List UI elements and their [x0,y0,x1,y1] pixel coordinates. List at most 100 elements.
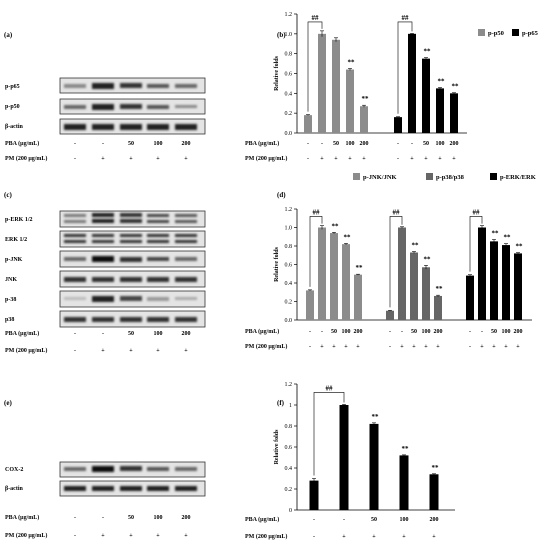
pm-value: + [504,344,508,350]
bar [429,474,439,510]
pba-label: PBA (μg/mL) [245,328,279,335]
pm-value: + [410,156,414,162]
pm-value: + [156,533,160,539]
pba-value: 100 [346,141,355,147]
blot-panel-a: p-p65 p-p50 β-actin PBA (μg/mL) [5,77,206,162]
y-tick-label: 1.2 [285,12,293,18]
bracket-label: ## [313,208,321,216]
y-tick-label: 0.6 [285,445,293,451]
blot-strip [59,230,206,248]
blot-label-p38: p38 [5,317,14,323]
bar [360,106,368,133]
pba-value: 50 [411,329,417,335]
y-tick-label: 1.0 [285,226,293,232]
y-tick-label: 0.0 [285,318,293,324]
blot-bands [64,124,197,130]
pba-value: - [397,141,399,147]
legend-swatch [478,29,485,36]
pm-value: + [362,156,366,162]
blot-bands [64,296,197,302]
pba-value: 200 [182,141,191,147]
pba-value: - [74,141,76,147]
bar [386,310,394,320]
blot-bands [64,234,197,243]
pm-label: PM (200 μg/mL) [245,343,287,350]
pm-value: + [452,156,456,162]
bar-chart-f: 0 0.2 0.4 0.6 0.8 1 1.2 Relative folds ** ** ** ## -… [245,382,455,540]
bar [478,227,486,320]
pm-value: + [412,344,416,350]
bar [408,33,416,134]
pm-value: + [432,534,436,540]
significance-label: ** [452,83,460,91]
pm-value: - [313,534,315,540]
pm-value: + [344,344,348,350]
pm-label: PM (200 μg/mL) [5,532,47,539]
bar [502,245,510,320]
y-tick-label: 1.2 [285,207,293,213]
significance-bracket [309,216,323,287]
bracket-label: ## [473,208,481,216]
pm-value: + [342,534,346,540]
legend-swatch [426,173,433,180]
panel-label-d: (d) [277,191,286,199]
significance-label: ** [424,48,432,56]
bar [514,253,522,320]
pm-value: - [74,348,76,354]
pba-label: PBA (μg/mL) [245,516,279,523]
blot-label-p-erk: p-ERK 1/2 [5,217,33,223]
pm-value: + [424,156,428,162]
blot-bands [64,256,197,262]
significance-label: ** [438,78,446,86]
pm-value: + [516,344,520,350]
bar [318,227,326,320]
pm-label: PM (200 μg/mL) [5,347,47,354]
blot-bands [64,104,197,110]
blot-label-b-actin: β-actin [5,124,23,130]
bar [490,241,498,320]
pba-value: 200 [430,517,439,523]
y-tick-label: 1.2 [285,382,293,388]
pm-value: + [492,344,496,350]
bar [309,480,319,510]
pba-value: - [313,517,315,523]
pm-value: + [348,156,352,162]
bar [436,88,444,133]
significance-label: ** [424,255,432,263]
pm-value: + [156,156,160,162]
pm-value: + [184,156,188,162]
pm-label: PM (200 μg/mL) [245,533,287,540]
pm-value: + [156,348,160,354]
y-tick-label: 0.8 [285,244,293,250]
pm-value: - [307,156,309,162]
pba-value: 100 [154,141,163,147]
pm-value: + [424,344,428,350]
pm-value: + [129,533,133,539]
panel-label-f: (f) [277,399,285,407]
bracket-label: ## [393,208,401,216]
y-tick-label: 0.2 [285,300,293,306]
pba-value: 200 [354,329,363,335]
bar [330,233,338,320]
pba-label: PBA (μg/mL) [245,140,279,147]
pba-value: 100 [400,517,409,523]
pm-label: PM (200 μg/mL) [5,155,47,162]
bar [394,117,402,133]
legend-swatch [512,29,519,36]
bar [339,405,349,510]
pm-value: + [372,534,376,540]
pba-value: 50 [491,329,497,335]
bar [434,295,442,320]
y-tick-label: 1.0 [285,32,293,38]
significance-bracket [397,21,413,114]
pm-value: + [480,344,484,350]
pba-value: - [307,141,309,147]
pm-value: + [334,156,338,162]
pba-label: PBA (μg/mL) [5,514,39,521]
pm-value: - [74,533,76,539]
significance-label: ** [516,243,524,251]
pba-value: 200 [450,141,459,147]
blot-label-erk: ERK 1/2 [5,237,27,243]
pba-value: 50 [331,329,337,335]
pba-value: - [343,517,345,523]
